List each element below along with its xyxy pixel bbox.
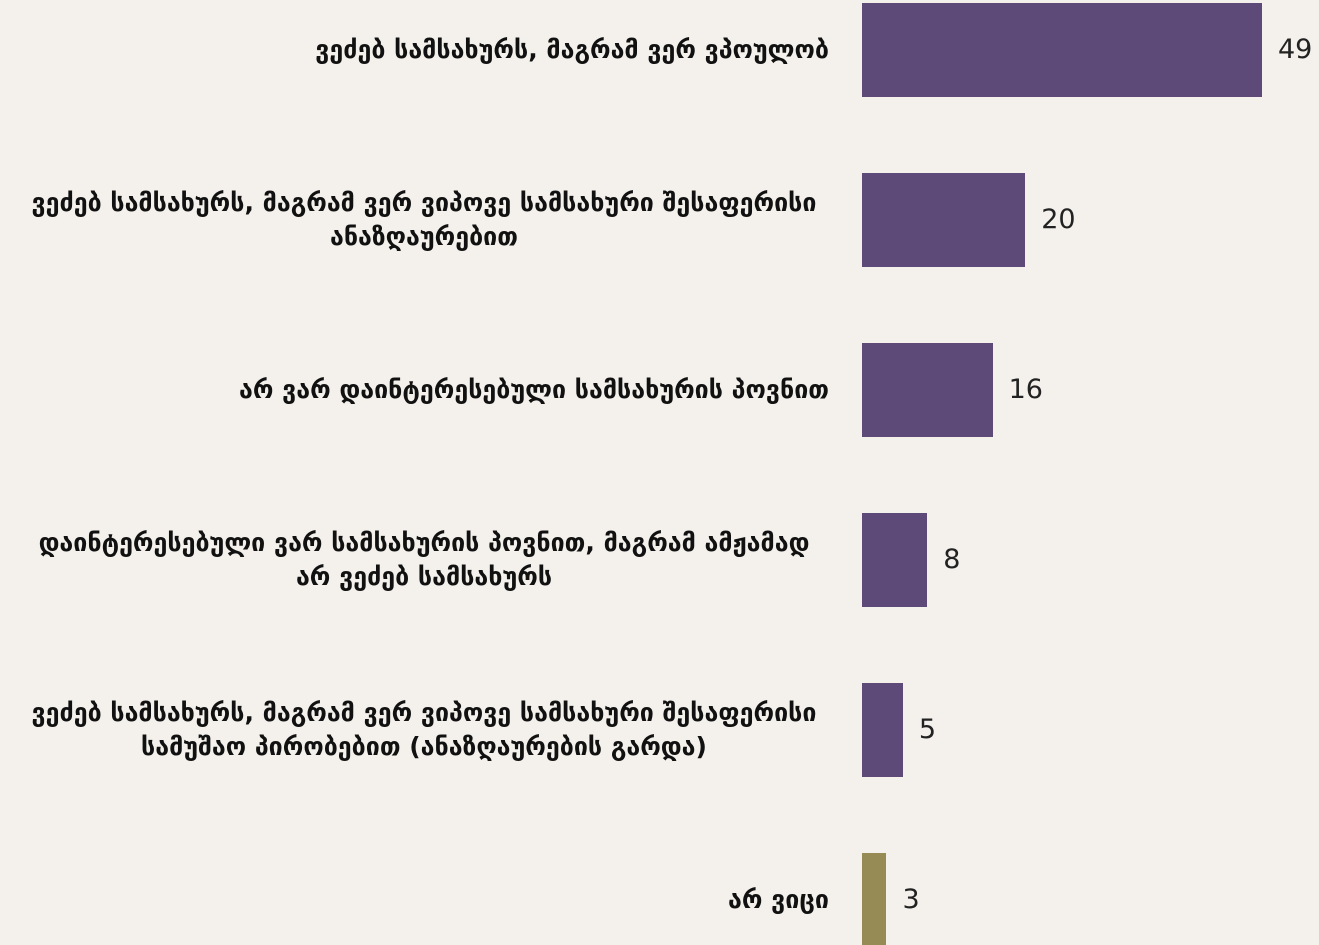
category-label: ვეძებ სამსახურს, მაგრამ ვერ ვპოულობ xyxy=(315,0,829,115)
bar xyxy=(862,683,903,777)
bar xyxy=(862,513,928,607)
value-label: 16 xyxy=(1008,374,1043,405)
bar xyxy=(862,853,887,945)
category-text: ვეძებ სამსახურს, მაგრამ ვერ ვიპოვე სამსა… xyxy=(31,188,817,251)
value-label: 8 xyxy=(943,544,961,575)
value-label: 3 xyxy=(902,884,920,915)
value-label: 49 xyxy=(1278,34,1313,65)
category-label: ვეძებ სამსახურს, მაგრამ ვერ ვიპოვე სამსა… xyxy=(19,665,829,795)
bar xyxy=(862,343,993,437)
value-label: 20 xyxy=(1041,204,1076,235)
category-text: ვეძებ სამსახურს, მაგრამ ვერ ვპოულობ xyxy=(315,35,829,64)
category-text: არ ვიცი xyxy=(728,885,829,914)
category-text: ვეძებ სამსახურს, მაგრამ ვერ ვიპოვე სამსა… xyxy=(31,698,817,761)
value-label: 5 xyxy=(918,714,936,745)
category-text: არ ვარ დაინტერესებული სამსახურის პოვნით xyxy=(239,375,829,404)
category-label: არ ვარ დაინტერესებული სამსახურის პოვნით xyxy=(239,325,829,455)
category-text: დაინტერესებული ვარ სამსახურის პოვნით, მა… xyxy=(38,528,810,591)
category-label: ვეძებ სამსახურს, მაგრამ ვერ ვიპოვე სამსა… xyxy=(19,155,829,285)
category-label: დაინტერესებული ვარ სამსახურის პოვნით, მა… xyxy=(19,495,829,625)
bar xyxy=(862,173,1026,267)
category-label: არ ვიცი xyxy=(728,835,829,945)
bar xyxy=(862,3,1262,97)
